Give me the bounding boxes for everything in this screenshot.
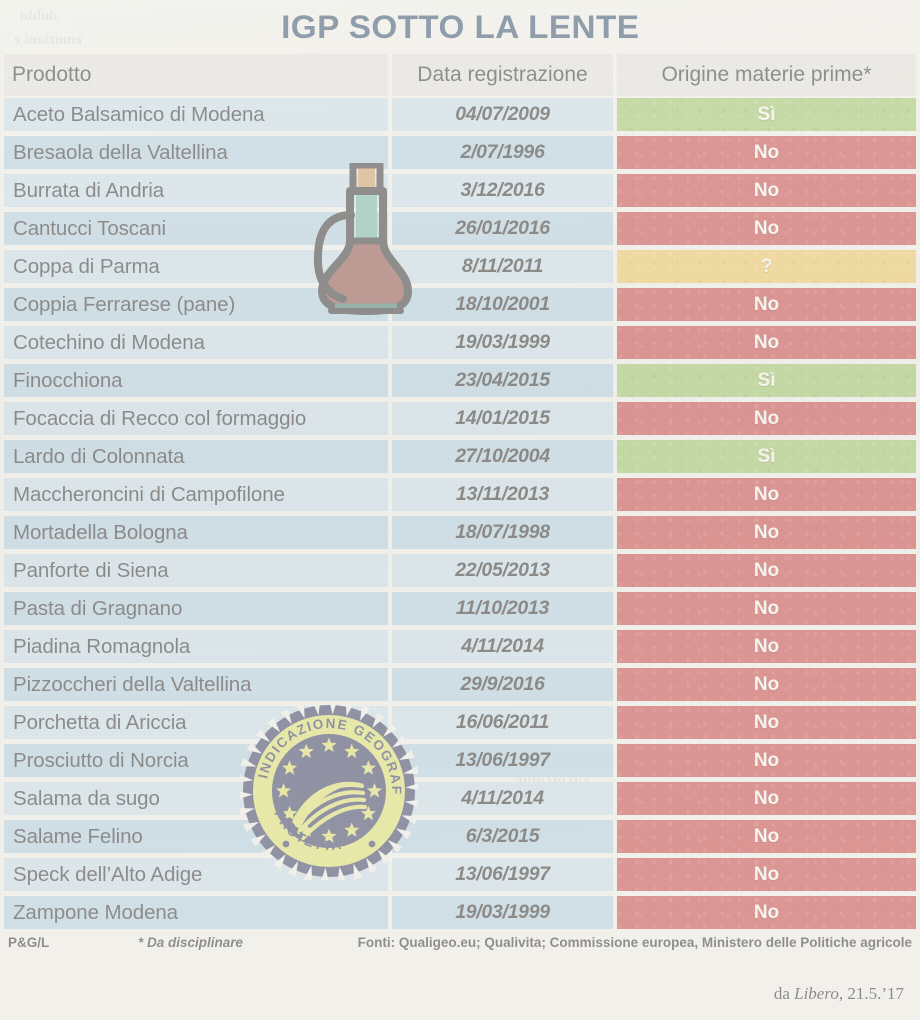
table-row: Porchetta di Ariccia 16/06/2011 No — [0, 706, 920, 744]
cell-date: 13/06/1997 — [392, 744, 613, 777]
table-row: Pasta di Gragnano 11/10/2013 No — [0, 592, 920, 630]
cell-product: Focaccia di Recco col formaggio — [4, 402, 388, 435]
cell-origin-status: No — [617, 896, 916, 929]
cell-date: 11/10/2013 — [392, 592, 613, 625]
chart-title-band: IGP SOTTO LA LENTE — [0, 0, 920, 54]
cell-product: Maccheroncini di Campofilone — [4, 478, 388, 511]
cell-product: Zampone Modena — [4, 896, 388, 929]
column-header-product: Prodotto — [4, 54, 388, 96]
cell-origin-status: No — [617, 288, 916, 321]
cell-origin-status: No — [617, 478, 916, 511]
footer-credit: P&G/L — [8, 935, 50, 950]
cell-date: 16/06/2011 — [392, 706, 613, 739]
cell-date: 04/07/2009 — [392, 98, 613, 131]
table-row: Mortadella Bologna 18/07/1998 No — [0, 516, 920, 554]
cell-product: Mortadella Bologna — [4, 516, 388, 549]
cell-product: Lardo di Colonnata — [4, 440, 388, 473]
cell-date: 18/07/1998 — [392, 516, 613, 549]
cell-date: 14/01/2015 — [392, 402, 613, 435]
cell-date: 8/11/2011 — [392, 250, 613, 283]
cell-date: 27/10/2004 — [392, 440, 613, 473]
cell-origin-status: No — [617, 820, 916, 853]
cell-origin-status: No — [617, 668, 916, 701]
cell-origin-status: No — [617, 212, 916, 245]
cell-origin-status: No — [617, 402, 916, 435]
footer-note: * Da disciplinare — [138, 935, 244, 950]
cell-product: Pizzoccheri della Valtellina — [4, 668, 388, 701]
cell-origin-status: No — [617, 782, 916, 815]
table-row: Cotechino di Modena 19/03/1999 No — [0, 326, 920, 364]
cell-origin-status: No — [617, 744, 916, 777]
cell-date: 29/9/2016 — [392, 668, 613, 701]
cell-origin-status: ? — [617, 250, 916, 283]
cell-product: Pasta di Gragnano — [4, 592, 388, 625]
cell-date: 22/05/2013 — [392, 554, 613, 587]
cell-origin-status: No — [617, 174, 916, 207]
table-row: Maccheroncini di Campofilone 13/11/2013 No — [0, 478, 920, 516]
cell-origin-status: Sì — [617, 98, 916, 131]
page-title: IGP SOTTO LA LENTE — [280, 8, 640, 45]
table-row: Speck dell’Alto Adige 13/06/1997 No — [0, 858, 920, 896]
cell-product: Cotechino di Modena — [4, 326, 388, 359]
igp-seal-logo: INDICAZIONE GEOGRAFICA PROTETTA — [234, 690, 421, 883]
table-row: Burrata di Andria 3/12/2016 No — [0, 174, 920, 212]
table-row: Zampone Modena 19/03/1999 No — [0, 896, 920, 934]
table-row: Finocchiona 23/04/2015 Sì — [0, 364, 920, 402]
attribution-prefix: da — [773, 984, 795, 1003]
cell-origin-status: No — [617, 630, 916, 663]
column-header-origin: Origine materie prime* — [617, 54, 916, 96]
column-header-date: Data registrazione — [392, 54, 613, 96]
cell-product: Piadina Romagnola — [4, 630, 388, 663]
table-row: Pizzoccheri della Valtellina 29/9/2016 No — [0, 668, 920, 706]
cell-origin-status: No — [617, 554, 916, 587]
cell-product: Panforte di Siena — [4, 554, 388, 587]
table-row: Salame Felino 6/3/2015 No — [0, 820, 920, 858]
table-row: Coppa di Parma 8/11/2011? — [0, 250, 920, 288]
source-attribution: da Libero, 21.5.’17 — [774, 984, 904, 1004]
table-header-row: Prodotto Data registrazione Origine mate… — [0, 54, 920, 96]
cell-origin-status: Sì — [617, 440, 916, 473]
table-row: Panforte di Siena 22/05/2013 No — [0, 554, 920, 592]
attribution-publication: Libero — [794, 984, 839, 1003]
cell-origin-status: No — [617, 706, 916, 739]
cell-product: Finocchiona — [4, 364, 388, 397]
cell-origin-status: No — [617, 136, 916, 169]
cell-product: Aceto Balsamico di Modena — [4, 98, 388, 131]
cell-date: 6/3/2015 — [392, 820, 613, 853]
oil-cruet-illustration — [309, 161, 421, 315]
footer-sources: Fonti: Qualigeo.eu; Qualivita; Commissio… — [357, 935, 912, 950]
cell-date: 4/11/2014 — [392, 782, 613, 815]
footer: P&G/L * Da disciplinare Fonti: Qualigeo.… — [0, 933, 920, 959]
table-row: Prosciutto di Norcia 13/06/1997 No — [0, 744, 920, 782]
table-body: Aceto Balsamico di Modena 04/07/2009 Sì Bre… — [0, 98, 920, 934]
table-row: Cantucci Toscani 26/01/2016 No — [0, 212, 920, 250]
table-row: Aceto Balsamico di Modena 04/07/2009 Sì — [0, 98, 920, 136]
cell-origin-status: No — [617, 858, 916, 891]
cell-date: 4/11/2014 — [392, 630, 613, 663]
cell-date: 19/03/1999 — [392, 326, 613, 359]
table-row: Lardo di Colonnata 27/10/2004 Sì — [0, 440, 920, 478]
cell-date: 19/03/1999 — [392, 896, 613, 929]
cell-date: 23/04/2015 — [392, 364, 613, 397]
table-row: Bresaola della Valtellina 2/07/1996 No — [0, 136, 920, 174]
cell-origin-status: No — [617, 516, 916, 549]
cell-date: 26/01/2016 — [392, 212, 613, 245]
cell-origin-status: Sì — [617, 364, 916, 397]
cell-origin-status: No — [617, 326, 916, 359]
attribution-suffix: , 21.5.’17 — [838, 984, 904, 1003]
table-row: Piadina Romagnola 4/11/2014 No — [0, 630, 920, 668]
cell-date: 2/07/1996 — [392, 136, 613, 169]
cell-date: 13/11/2013 — [392, 478, 613, 511]
cell-date: 18/10/2001 — [392, 288, 613, 321]
cell-origin-status: No — [617, 592, 916, 625]
cell-date: 3/12/2016 — [392, 174, 613, 207]
table-row: Coppia Ferrarese (pane) 18/10/2001 No — [0, 288, 920, 326]
table-row: Focaccia di Recco col formaggio 14/01/201… — [0, 402, 920, 440]
table-row: Salama da sugo 4/11/2014 No — [0, 782, 920, 820]
cell-date: 13/06/1997 — [392, 858, 613, 891]
